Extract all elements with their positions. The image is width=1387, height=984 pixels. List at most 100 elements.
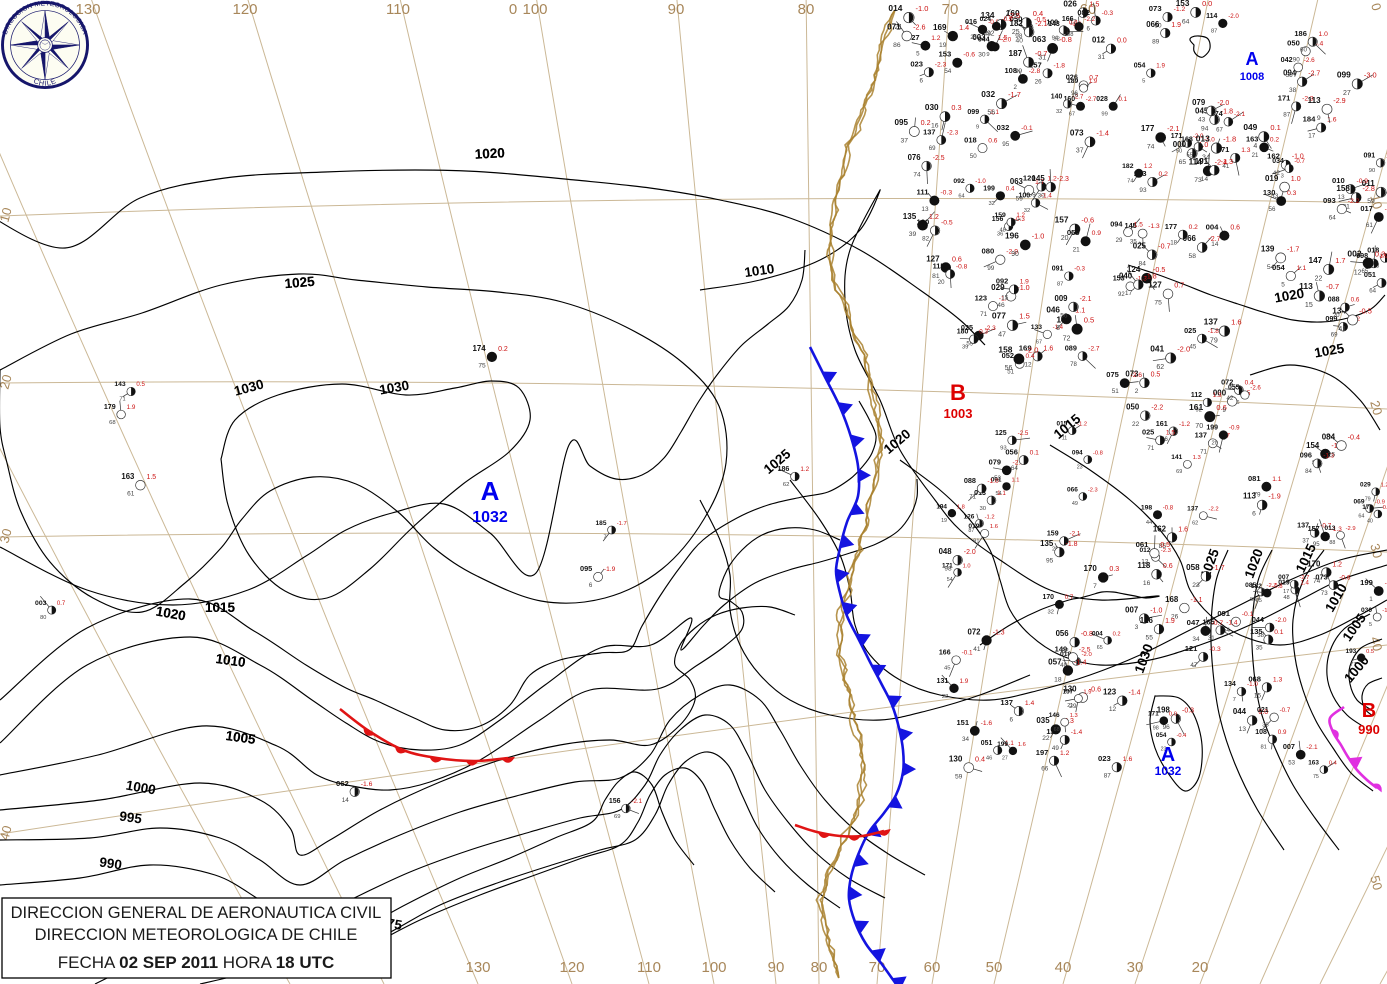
- svg-text:048: 048: [939, 547, 953, 556]
- svg-text:147: 147: [1308, 255, 1322, 265]
- svg-text:48: 48: [999, 227, 1005, 233]
- svg-text:1.2: 1.2: [1060, 750, 1070, 757]
- svg-text:146: 146: [1049, 712, 1060, 719]
- svg-text:108: 108: [1255, 729, 1267, 736]
- svg-text:180: 180: [957, 329, 969, 336]
- svg-text:094: 094: [1072, 450, 1083, 457]
- svg-text:45: 45: [1190, 343, 1197, 350]
- svg-text:1.9: 1.9: [1083, 689, 1091, 695]
- svg-text:-2.0: -2.0: [1228, 13, 1239, 20]
- svg-text:184: 184: [1303, 115, 1316, 124]
- svg-text:-1.4: -1.4: [1129, 690, 1141, 697]
- svg-text:157: 157: [1055, 215, 1069, 225]
- svg-text:0.5: 0.5: [1160, 542, 1170, 549]
- svg-text:145: 145: [1032, 174, 1046, 183]
- svg-text:-2.3: -2.3: [1088, 488, 1098, 494]
- svg-text:071: 071: [887, 23, 901, 32]
- svg-text:94: 94: [1052, 35, 1059, 41]
- svg-text:1.6: 1.6: [1178, 526, 1188, 533]
- svg-text:-2.1: -2.1: [1035, 20, 1047, 28]
- svg-text:77: 77: [1350, 662, 1356, 668]
- svg-text:0.4: 0.4: [1006, 185, 1015, 192]
- svg-text:095: 095: [894, 118, 908, 127]
- svg-text:65: 65: [1256, 598, 1262, 604]
- svg-text:46: 46: [997, 302, 1005, 309]
- svg-text:120: 120: [232, 1, 257, 18]
- svg-text:171: 171: [1148, 711, 1159, 718]
- svg-text:100: 100: [522, 1, 547, 18]
- svg-text:66: 66: [1041, 766, 1049, 773]
- svg-text:19: 19: [939, 42, 947, 49]
- svg-text:90: 90: [668, 1, 685, 18]
- svg-text:170: 170: [1084, 564, 1098, 573]
- svg-text:126: 126: [964, 513, 975, 520]
- svg-text:1.2: 1.2: [1332, 561, 1342, 568]
- svg-text:-2.5: -2.5: [1079, 646, 1091, 653]
- svg-text:1.7: 1.7: [1335, 256, 1345, 265]
- svg-text:37: 37: [1302, 539, 1309, 545]
- svg-text:50: 50: [986, 959, 1003, 976]
- svg-text:64: 64: [958, 193, 964, 199]
- svg-text:37: 37: [1076, 148, 1084, 155]
- svg-text:127: 127: [1148, 281, 1162, 290]
- svg-text:149: 149: [1055, 644, 1068, 653]
- svg-text:20: 20: [1192, 959, 1209, 976]
- svg-text:64: 64: [1329, 214, 1337, 221]
- svg-text:12: 12: [1354, 269, 1362, 277]
- svg-text:0.5: 0.5: [1084, 316, 1095, 325]
- svg-text:160: 160: [917, 218, 930, 227]
- svg-text:995: 995: [118, 809, 143, 827]
- svg-text:0.0: 0.0: [1169, 712, 1177, 718]
- svg-text:1.4: 1.4: [1025, 700, 1035, 707]
- svg-text:25: 25: [970, 35, 977, 41]
- svg-text:017: 017: [1360, 204, 1373, 213]
- svg-text:133: 133: [1031, 324, 1043, 331]
- svg-text:172: 172: [1362, 504, 1373, 511]
- svg-text:-0.4: -0.4: [1177, 733, 1187, 739]
- svg-text:159: 159: [1047, 530, 1059, 537]
- svg-text:99: 99: [987, 265, 995, 272]
- svg-text:-1.0: -1.0: [987, 478, 999, 485]
- svg-text:44: 44: [1146, 520, 1152, 526]
- svg-text:115: 115: [933, 261, 945, 270]
- svg-text:026: 026: [1063, 0, 1077, 8]
- svg-text:29: 29: [1116, 237, 1123, 244]
- svg-text:0.2: 0.2: [1270, 137, 1279, 144]
- svg-text:87: 87: [1104, 772, 1112, 779]
- svg-text:65: 65: [1362, 269, 1369, 275]
- svg-text:75: 75: [1154, 300, 1162, 307]
- svg-text:80: 80: [811, 959, 828, 976]
- svg-text:077: 077: [992, 311, 1006, 321]
- svg-text:68: 68: [1054, 727, 1060, 733]
- svg-text:003: 003: [35, 600, 47, 607]
- svg-text:088: 088: [1328, 296, 1340, 304]
- svg-text:081: 081: [1248, 474, 1261, 483]
- svg-text:186: 186: [1294, 29, 1307, 38]
- svg-text:-0.6: -0.6: [963, 52, 975, 59]
- svg-text:39: 39: [1015, 68, 1023, 75]
- svg-text:0.1: 0.1: [1119, 96, 1128, 103]
- svg-text:166: 166: [939, 650, 951, 657]
- svg-text:3: 3: [1281, 174, 1284, 180]
- svg-text:1.5: 1.5: [1134, 222, 1143, 229]
- svg-text:-0.3: -0.3: [1209, 646, 1221, 653]
- svg-text:22: 22: [1315, 276, 1323, 283]
- svg-text:-1.9: -1.9: [1268, 492, 1280, 501]
- svg-text:137: 137: [1195, 431, 1207, 440]
- svg-text:194: 194: [936, 503, 947, 510]
- svg-text:15: 15: [1254, 693, 1262, 700]
- svg-text:-0.8: -0.8: [1093, 451, 1103, 457]
- svg-text:25: 25: [1328, 451, 1336, 458]
- svg-text:2: 2: [1135, 388, 1139, 395]
- svg-text:1.3: 1.3: [1070, 713, 1078, 719]
- svg-text:1.2: 1.2: [1144, 164, 1153, 170]
- svg-text:1.6: 1.6: [990, 524, 999, 530]
- svg-text:40: 40: [1367, 519, 1373, 525]
- svg-text:56: 56: [1060, 312, 1068, 319]
- svg-text:1.1: 1.1: [1297, 265, 1307, 272]
- svg-text:71: 71: [119, 397, 125, 403]
- svg-text:-0.4: -0.4: [1348, 432, 1360, 441]
- svg-text:095: 095: [580, 564, 592, 573]
- svg-text:-2.1: -2.1: [1167, 124, 1179, 133]
- svg-text:-2.6: -2.6: [1304, 57, 1315, 64]
